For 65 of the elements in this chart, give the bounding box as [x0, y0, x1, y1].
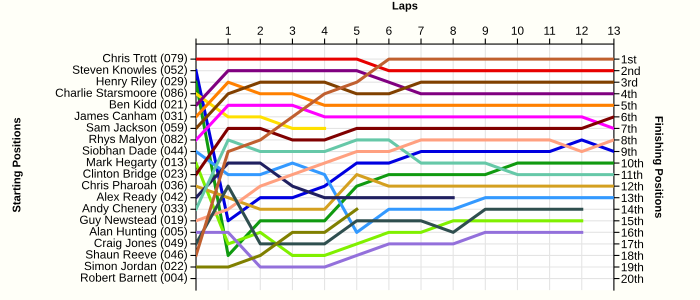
- text: Chris Pharoah (036): [82, 180, 187, 192]
- text: Alex Ready (042): [96, 192, 187, 204]
- text: Alan Hunting (005): [89, 226, 187, 238]
- line-series: [196, 115, 614, 176]
- line-series: [196, 230, 584, 269]
- text: Guy Newstead (019): [80, 215, 187, 226]
- y-tick-label: 13th: [622, 193, 644, 202]
- y-tick-label: 10th: [622, 158, 644, 168]
- line-series: [196, 80, 614, 118]
- text: Robert Barnett (004): [81, 273, 187, 284]
- y-tick-label: 3rd: [621, 78, 638, 87]
- line-series: [196, 69, 614, 107]
- y-tick-label: 18th: [622, 251, 644, 260]
- text: Henry Riley (029): [96, 76, 187, 88]
- text: Sam Jackson (059): [86, 122, 187, 134]
- x-tick-label: 9: [482, 26, 488, 35]
- text: Rhys Malyon (082): [90, 134, 187, 146]
- line-series: [196, 173, 614, 211]
- text: Starting Positions: [12, 118, 23, 212]
- x-tick-label: 4: [322, 26, 328, 35]
- text: Andy Chenery (033): [82, 204, 187, 215]
- y-tick-label: 15th: [622, 216, 644, 226]
- y-tick-label: 7th: [621, 124, 636, 133]
- text: Chris Trott (079): [102, 54, 187, 65]
- y-axis-title: Finishing Positions: [652, 116, 664, 218]
- y-tick-label: 9th: [621, 147, 636, 156]
- x-tick-label: 13: [608, 26, 620, 35]
- y-tick-label: 1st: [622, 55, 637, 64]
- text: Charlie Starsmoore (086): [56, 88, 187, 100]
- text: Clinton Bridge (023): [83, 169, 187, 180]
- line-series: [196, 184, 584, 246]
- text: Ben Kidd (021): [110, 100, 187, 111]
- y-tick-label: 11th: [622, 170, 642, 179]
- text: Shaun Reeve (046): [86, 250, 187, 261]
- x-tick-label: 12: [576, 26, 588, 35]
- y-tick-label: 2nd: [621, 66, 640, 76]
- text: James Canham (031): [74, 111, 187, 122]
- y-tick-label: 19th: [622, 262, 644, 272]
- text: Siobhan Dade (044): [82, 146, 187, 158]
- x-tick-label: 7: [418, 26, 424, 35]
- y-tick-label: 17th: [622, 240, 644, 248]
- x-tick-label: 6: [386, 26, 392, 35]
- text: Mark Hegarty (013): [86, 158, 187, 169]
- text: Simon Jordan (022): [84, 262, 187, 272]
- line-series: [196, 208, 358, 269]
- x-tick-label: 1: [226, 26, 231, 35]
- text: Craig Jones (049): [94, 238, 187, 250]
- x-tick-label: 5: [354, 26, 360, 35]
- text: Steven Knowles (052): [72, 65, 187, 76]
- x-axis-title: Laps: [392, 2, 418, 12]
- y-tick-label: 6th: [621, 112, 636, 122]
- x-tick-label: 10: [512, 26, 524, 35]
- y-tick-label: 12th: [622, 182, 644, 191]
- y-tick-label: 14th: [622, 204, 644, 214]
- y-tick-label: 5th: [621, 101, 636, 110]
- x-tick-label: 3: [290, 26, 296, 35]
- y-tick-label: 16th: [622, 228, 644, 237]
- line-series: [196, 150, 614, 234]
- x-tick-label: 11: [544, 26, 556, 35]
- line-series: [196, 104, 614, 142]
- x-tick-label: 2: [258, 26, 263, 35]
- y-tick-label: 4th: [621, 89, 636, 98]
- x-tick-label: 8: [450, 26, 456, 35]
- y-tick-label: 20th: [621, 274, 644, 283]
- y-tick-label: 8th: [621, 136, 636, 144]
